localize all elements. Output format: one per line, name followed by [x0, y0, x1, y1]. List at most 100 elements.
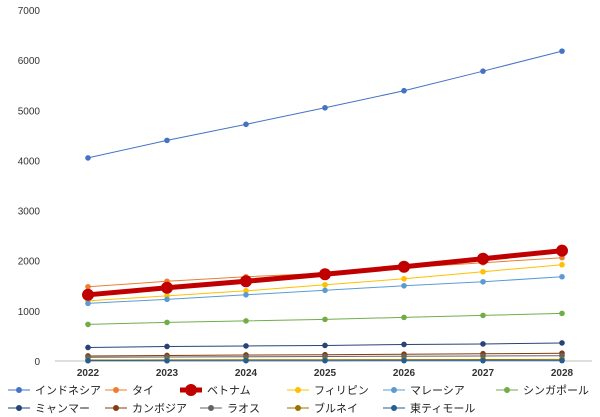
legend-item: カンボジア [105, 402, 187, 415]
x-tick-label: 2023 [156, 368, 179, 379]
legend-label: フィリピン [314, 384, 369, 397]
data-point [322, 316, 328, 323]
data-point [161, 281, 173, 294]
y-tick-label: 0 [34, 357, 40, 368]
legend-swatch-marker [391, 405, 397, 411]
legend-swatch-marker [295, 387, 301, 393]
x-tick-label: 2028 [551, 368, 574, 379]
y-tick-label: 2000 [18, 257, 41, 268]
data-point [322, 281, 328, 288]
data-point [559, 273, 565, 280]
data-point [559, 357, 565, 364]
x-tick-label: 2027 [472, 368, 495, 379]
y-tick-label: 4000 [18, 156, 41, 167]
data-point [480, 357, 486, 364]
legend-swatch-marker [391, 387, 397, 393]
data-point [322, 342, 328, 349]
series-2 [82, 244, 568, 301]
legend-swatch-marker [185, 384, 197, 396]
legend-item: シンガポール [496, 384, 589, 397]
legend-item: 東ティモール [383, 402, 475, 415]
data-point [85, 283, 91, 290]
data-point [85, 155, 91, 161]
data-point [559, 310, 565, 317]
series-0 [85, 48, 565, 161]
data-point [164, 357, 170, 364]
data-point [85, 357, 91, 364]
data-point [401, 87, 407, 94]
legend-item: マレーシア [383, 384, 465, 397]
data-point [401, 282, 407, 289]
data-point [243, 121, 249, 128]
data-point [322, 287, 328, 294]
legend-item: インドネシア [8, 384, 101, 397]
legend-label: マレーシア [410, 384, 465, 397]
legend-label: ブルネイ [314, 401, 358, 415]
data-point [477, 252, 489, 265]
legend-swatch-marker [16, 387, 22, 393]
series-lines [82, 48, 568, 364]
data-point [398, 260, 410, 273]
data-point [243, 288, 249, 294]
data-point [164, 343, 170, 350]
data-point [480, 341, 486, 347]
data-point [243, 357, 249, 364]
data-point [85, 321, 91, 328]
data-point [85, 300, 91, 307]
data-point [480, 312, 486, 319]
series-5 [85, 310, 565, 328]
series-6 [85, 340, 565, 351]
y-tick-label: 5000 [18, 106, 41, 117]
legend-label: ラオス [227, 402, 260, 415]
data-point [164, 296, 170, 303]
legend-label: ベトナム [207, 384, 251, 397]
legend-swatch-marker [504, 387, 510, 393]
data-point [85, 344, 91, 351]
legend-label: シンガポール [523, 384, 589, 397]
legend-label: カンボジア [132, 402, 187, 415]
legend-item: フィリピン [287, 384, 369, 397]
legend-item: ベトナム [180, 384, 251, 397]
legend-swatch-marker [208, 405, 214, 411]
x-tick-label: 2022 [77, 368, 100, 379]
data-point [401, 357, 407, 364]
series-10 [85, 357, 565, 364]
data-point [164, 137, 170, 144]
data-point [556, 244, 568, 257]
data-point [401, 341, 407, 348]
data-point [164, 319, 170, 326]
data-point [559, 261, 565, 268]
series-line [87, 50, 563, 159]
data-point [319, 268, 331, 281]
data-point [401, 275, 407, 282]
x-tick-label: 2024 [235, 368, 258, 379]
legend-item: ミャンマー [8, 402, 90, 415]
y-tick-label: 3000 [18, 207, 41, 218]
x-axis-tick-labels: 2022 2023 2024 2025 2026 2027 2028 [77, 368, 574, 379]
x-tick-label: 2026 [393, 368, 416, 379]
data-point [240, 275, 252, 288]
data-point [480, 68, 486, 74]
data-point [559, 340, 565, 346]
data-point [401, 314, 407, 321]
legend-swatch-marker [16, 405, 22, 411]
legend-item: ラオス [200, 402, 260, 415]
data-point [322, 104, 328, 111]
data-point [480, 268, 486, 275]
x-tick-label: 2025 [314, 368, 337, 379]
legend-item: タイ [105, 384, 154, 397]
legend-swatch-marker [113, 405, 119, 411]
y-tick-label: 1000 [18, 307, 41, 318]
legend-label: インドネシア [35, 384, 101, 397]
data-point [480, 278, 486, 285]
y-tick-label: 6000 [18, 56, 41, 67]
legend-label: タイ [132, 384, 154, 397]
legend-label: ミャンマー [35, 402, 90, 415]
data-point [322, 357, 328, 364]
data-point [82, 288, 94, 301]
data-point [243, 318, 249, 324]
y-tick-label: 7000 [18, 6, 41, 17]
